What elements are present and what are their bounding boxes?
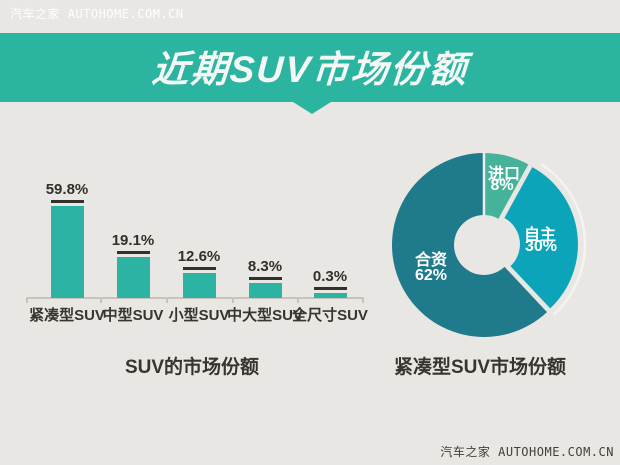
bar-category-label: 中型SUV xyxy=(102,307,164,324)
bar-cap xyxy=(182,267,216,270)
axis-tick xyxy=(297,297,299,303)
donut-slice-pct-2: 62% xyxy=(414,267,448,284)
bar xyxy=(248,283,282,298)
donut-slice-label-0: 进口 xyxy=(487,166,520,183)
bar-category-label: 全尺寸SUV xyxy=(292,307,368,324)
bar-value-label: 19.1% xyxy=(111,232,155,249)
donut-slice-2 xyxy=(391,153,547,337)
bar-cap xyxy=(313,287,347,290)
bar-category-label: 中大型SUV xyxy=(227,307,303,324)
bar-cap xyxy=(248,277,282,280)
axis-tick xyxy=(362,297,364,303)
bar-category-label: 紧凑型SUV xyxy=(29,307,105,324)
donut-slice-0 xyxy=(484,153,529,219)
title-banner: 近期SUV市场份额 xyxy=(0,33,620,102)
bar-value-label: 0.3% xyxy=(312,268,348,285)
bar xyxy=(50,206,84,298)
donut-chart xyxy=(391,152,587,337)
axis-tick xyxy=(100,297,102,303)
page-title: 近期SUV市场份额 xyxy=(150,49,470,90)
bar xyxy=(182,273,216,298)
bar-cap xyxy=(50,200,84,203)
bar-value-label: 12.6% xyxy=(177,248,221,265)
axis-tick xyxy=(26,297,28,303)
bar-value-label: 59.8% xyxy=(45,181,89,198)
axis-tick xyxy=(166,297,168,303)
bar xyxy=(313,293,347,298)
donut-slice-label-1: 自主 xyxy=(523,227,556,244)
donut-chart-caption: 紧凑型SUV市场份额 xyxy=(393,357,567,378)
donut-slice-pct-1: 30% xyxy=(524,238,558,255)
donut-slice-pct-0: 8% xyxy=(490,177,514,194)
bar-cap xyxy=(116,251,150,254)
bar-chart-caption: SUV的市场份额 xyxy=(124,357,260,378)
watermark-top: 汽车之家 AUTOHOME.COM.CN xyxy=(10,7,184,21)
bar-value-label: 8.3% xyxy=(247,258,283,275)
donut-slice-1 xyxy=(504,167,578,309)
banner-notch-triangle xyxy=(293,102,331,114)
donut-highlight-arc xyxy=(540,163,587,315)
watermark-bottom: 汽车之家 AUTOHOME.COM.CN xyxy=(440,445,614,459)
bar-category-label: 小型SUV xyxy=(168,307,230,324)
x-axis xyxy=(26,297,362,299)
bar xyxy=(116,257,150,298)
donut-slice-label-2: 合资 xyxy=(414,252,447,269)
axis-tick xyxy=(232,297,234,303)
